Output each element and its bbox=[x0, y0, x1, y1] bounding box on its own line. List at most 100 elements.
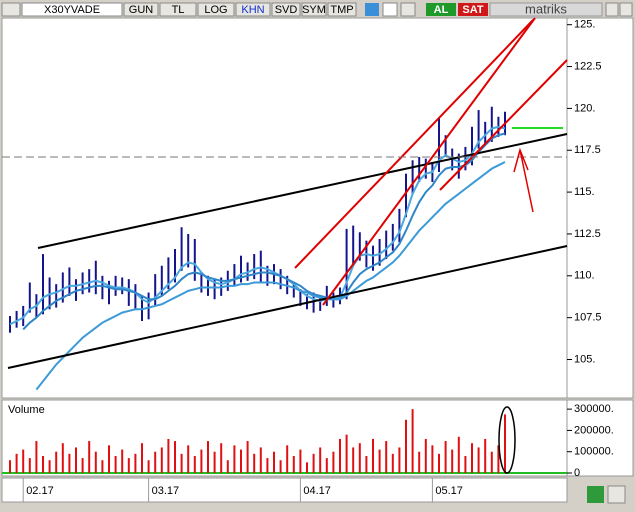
volume-bar bbox=[273, 451, 275, 473]
period-icon[interactable] bbox=[1, 2, 21, 17]
volume-bar bbox=[68, 453, 71, 473]
toolbar-button[interactable] bbox=[159, 2, 197, 17]
y-tick-label: 110. bbox=[574, 270, 595, 282]
volume-bar bbox=[9, 460, 11, 473]
toolbar-button-label: GUN bbox=[129, 4, 154, 16]
volume-bar bbox=[378, 449, 381, 473]
settings-button[interactable] bbox=[607, 485, 626, 504]
y-tick-label: 122.5 bbox=[574, 60, 602, 72]
toolbar-button-label: LOG bbox=[204, 4, 227, 16]
toolbar-button[interactable] bbox=[271, 2, 301, 17]
toolbar-button[interactable] bbox=[197, 2, 235, 17]
volume-bar bbox=[42, 455, 44, 473]
volume-bar bbox=[233, 445, 236, 473]
toolbar-button[interactable] bbox=[235, 2, 271, 17]
volume-bar bbox=[94, 451, 97, 473]
y-tick-label: 105. bbox=[574, 353, 595, 365]
volume-bar bbox=[22, 449, 25, 473]
volume-bar bbox=[418, 451, 421, 473]
volume-bar bbox=[55, 451, 58, 473]
y-tick-label: 117.5 bbox=[574, 144, 601, 156]
price-panel bbox=[1, 17, 568, 399]
volume-panel bbox=[1, 399, 568, 477]
volume-bar bbox=[411, 409, 414, 473]
volume-bar bbox=[88, 441, 91, 473]
volume-bar bbox=[319, 447, 322, 473]
volume-bar bbox=[253, 453, 256, 473]
volume-bar bbox=[471, 443, 473, 473]
toolbar-button[interactable] bbox=[301, 2, 327, 17]
volume-bar bbox=[141, 443, 143, 473]
volume-bar bbox=[385, 441, 388, 473]
volume-bar bbox=[490, 451, 493, 473]
sell-label: SAT bbox=[462, 4, 483, 16]
volume-bar bbox=[28, 458, 31, 473]
volume-bar bbox=[48, 460, 51, 473]
volume-bar bbox=[160, 447, 163, 473]
red-channel-mid bbox=[439, 59, 568, 191]
y-tick-label: 120. bbox=[574, 102, 595, 114]
volume-bar bbox=[207, 441, 209, 473]
y-tick-label: 125. bbox=[574, 19, 595, 31]
volume-bar bbox=[312, 453, 315, 473]
volume-bar bbox=[352, 447, 355, 473]
volume-bar bbox=[457, 436, 460, 473]
x-tick-label: 02.17 bbox=[26, 485, 54, 497]
toolbar-button[interactable] bbox=[327, 2, 357, 17]
volume-bar bbox=[306, 462, 308, 473]
channel-upper bbox=[37, 133, 568, 249]
volume-bar bbox=[345, 434, 348, 473]
y-tick-label: 200000. bbox=[574, 424, 614, 436]
volume-bar bbox=[121, 449, 124, 473]
volume-bar bbox=[464, 455, 467, 473]
volume-bar bbox=[61, 443, 64, 473]
moving-average bbox=[9, 125, 506, 326]
sell-button[interactable] bbox=[458, 3, 488, 16]
volume-bar bbox=[154, 451, 157, 473]
volume-bar bbox=[405, 419, 407, 473]
twitter-icon[interactable] bbox=[365, 3, 379, 16]
symbol-box[interactable] bbox=[21, 2, 123, 17]
box-icon[interactable] bbox=[400, 2, 416, 17]
volume-bar bbox=[477, 447, 480, 473]
minimize-button[interactable] bbox=[605, 2, 619, 17]
y-tick-label: 107.5 bbox=[574, 312, 602, 324]
symbol: X30YVADE bbox=[44, 4, 100, 16]
volume-bar bbox=[114, 455, 117, 473]
red-channel-top bbox=[294, 19, 534, 269]
date-axis bbox=[1, 477, 568, 503]
volume-bar bbox=[259, 447, 262, 473]
volume-bar bbox=[75, 447, 77, 473]
edit-icon[interactable] bbox=[382, 2, 398, 17]
volume-bar bbox=[339, 438, 341, 473]
toolbar-button-label: SYM bbox=[302, 4, 326, 16]
volume-bar bbox=[438, 453, 440, 473]
volume-bar bbox=[193, 455, 196, 473]
volume-bar bbox=[504, 414, 506, 473]
logo: matriks bbox=[525, 1, 567, 16]
volume-bar bbox=[35, 441, 38, 473]
volume-highlight bbox=[498, 406, 516, 474]
volume-bar bbox=[292, 455, 295, 473]
volume-bar bbox=[299, 449, 302, 473]
refresh-button[interactable] bbox=[587, 486, 604, 503]
y-tick-label: 300000. bbox=[574, 403, 614, 415]
volume-title: Volume bbox=[8, 404, 45, 416]
arrow bbox=[513, 147, 534, 213]
maximize-button[interactable] bbox=[619, 2, 633, 17]
volume-bar bbox=[147, 460, 150, 473]
volume-bar bbox=[372, 438, 374, 473]
volume-bar bbox=[424, 438, 427, 473]
moving-average bbox=[22, 132, 506, 331]
y-tick-label: 0 bbox=[574, 467, 580, 479]
toolbar-button[interactable] bbox=[123, 2, 159, 17]
volume-bar bbox=[391, 453, 394, 473]
volume-bar bbox=[220, 443, 223, 473]
toolbar-button-label: SVD bbox=[275, 4, 298, 16]
toolbar-button-label: TL bbox=[172, 4, 185, 16]
y-tick-label: 115. bbox=[574, 186, 595, 198]
toolbar-button-label: KHN bbox=[241, 4, 264, 16]
buy-button[interactable] bbox=[426, 3, 456, 16]
volume-bar bbox=[451, 449, 454, 473]
